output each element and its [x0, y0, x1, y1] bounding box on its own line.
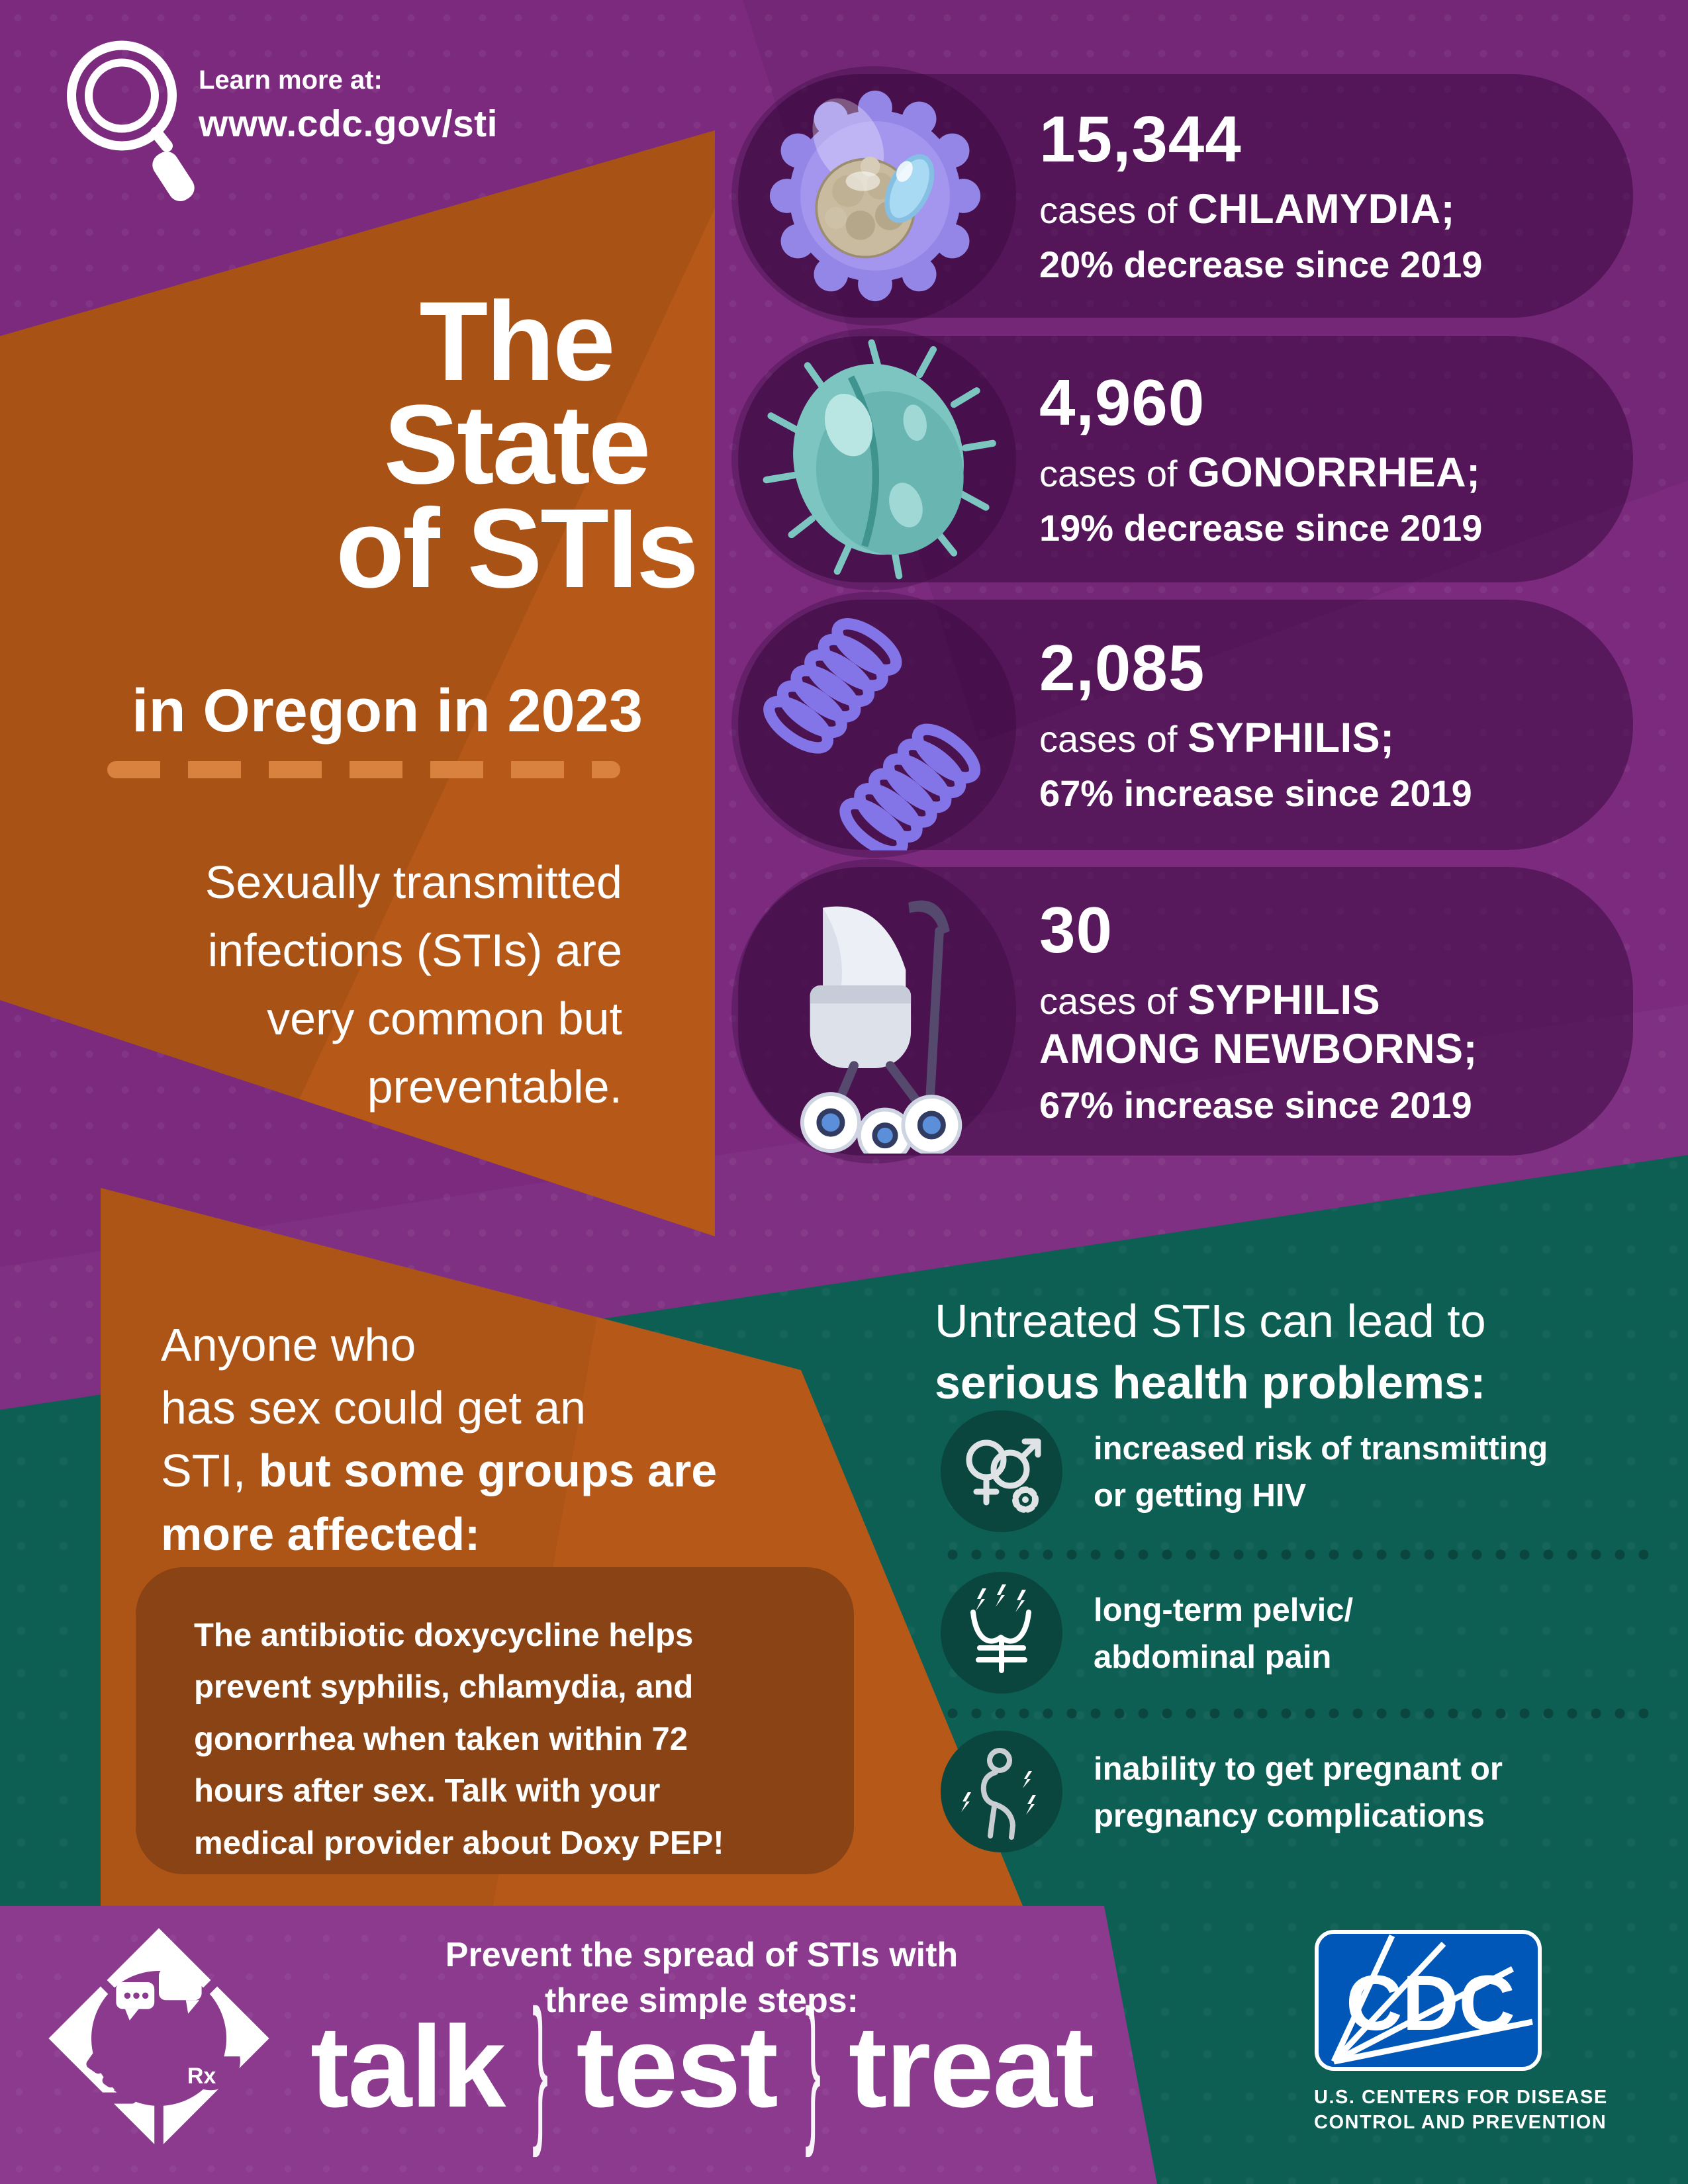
learn-more-url: www.cdc.gov/sti	[199, 103, 498, 145]
affected-heading: Anyone who has sex could get an STI, but…	[161, 1319, 718, 1560]
chlamydia-cell-icon	[769, 90, 981, 302]
step-talk: talk	[310, 2003, 506, 2132]
disease-name: SYPHILIS;	[1188, 715, 1395, 762]
mortar-pestle-icon: Rx	[175, 2028, 240, 2091]
stat-row-syphilis: 2,085 cases of SYPHILIS; 67% increase si…	[731, 592, 1633, 858]
gonorrhea-bacteria-icon	[763, 339, 996, 580]
health-item-pelvic-pain: long-term pelvic/ abdominal pain	[939, 1570, 1667, 1694]
stat-trend: 20% decrease since 2019	[1039, 244, 1483, 286]
cdc-caption: U.S. CENTERS FOR DISEASE CONTROL AND PRE…	[1314, 2087, 1608, 2133]
prevent-heading: Prevent the spread of STIs with three si…	[445, 1936, 959, 2020]
talk-test-treat-steps: talk } test } treat	[291, 1986, 1112, 2149]
stat-row-newborn-syphilis: 30 cases of SYPHILIS AMONG NEWBORNS; 67%…	[731, 859, 1633, 1163]
title-line-1: The	[419, 279, 615, 404]
talk-test-treat-shield-icon: Rx	[48, 1928, 269, 2149]
step-treat: treat	[848, 2003, 1094, 2132]
title-line-3: of STIs	[336, 485, 699, 612]
magnifying-glass-icon	[67, 40, 195, 202]
learn-more-label: Learn more at:	[199, 66, 383, 95]
stat-trend: 19% decrease since 2019	[1039, 507, 1483, 549]
learn-more: Learn more at: www.cdc.gov/sti	[199, 64, 498, 148]
dotted-divider	[947, 1549, 1648, 1561]
stat-number: 4,960	[1039, 366, 1205, 439]
title-subtitle: in Oregon in 2023	[132, 677, 643, 745]
hiv-transmission-icon	[941, 1410, 1062, 1532]
disease-name: GONORRHEA;	[1188, 449, 1481, 496]
stat-number: 15,344	[1039, 103, 1242, 176]
syphilis-spirochete-icon	[763, 617, 981, 850]
health-item-pregnancy: inability to get pregnant or pregnancy c…	[939, 1729, 1667, 1852]
page-title: The State of STIs	[285, 279, 748, 612]
title-line-2: State	[383, 382, 651, 508]
step-separator: }	[532, 1976, 549, 2158]
intro-paragraph: Sexually transmitted infections (STIs) a…	[205, 856, 622, 1113]
dotted-divider	[947, 1707, 1648, 1719]
svg-text:Rx: Rx	[187, 2064, 216, 2089]
stat-number: 2,085	[1039, 631, 1205, 705]
health-problems-heading: Untreated STIs can lead to serious healt…	[935, 1295, 1486, 1409]
stat-row-gonorrhea: 4,960 cases of GONORRHEA; 19% decrease s…	[731, 328, 1633, 590]
pelvic-pain-icon	[941, 1572, 1062, 1694]
step-test: test	[576, 2003, 778, 2132]
dashed-divider	[107, 761, 620, 778]
microscope-icon	[86, 2030, 136, 2104]
health-item-hiv: increased risk of transmitting or gettin…	[939, 1408, 1667, 1532]
speech-bubbles-icon	[116, 1968, 202, 2021]
svg-text:CDC: CDC	[1346, 1960, 1515, 2047]
stat-trend: 67% increase since 2019	[1039, 1083, 1472, 1126]
disease-name: CHLAMYDIA;	[1188, 186, 1456, 233]
cdc-logo: CDC	[1315, 1930, 1542, 2071]
doxycycline-callout: The antibiotic doxycycline helps prevent…	[136, 1567, 854, 1874]
stat-number: 30	[1039, 893, 1113, 966]
step-separator: }	[804, 1976, 821, 2158]
stat-trend: 67% increase since 2019	[1039, 772, 1472, 815]
newborn-stroller-icon	[800, 900, 962, 1154]
cdc-logo-block: CDC U.S. CENTERS FOR DISEASE CONTROL AND…	[1314, 1929, 1671, 2135]
pregnancy-complications-icon	[941, 1731, 1062, 1852]
stat-row-chlamydia: 15,344 cases of CHLAMYDIA; 20% decrease …	[731, 66, 1633, 326]
disease-name-line2: AMONG NEWBORNS;	[1039, 1026, 1477, 1073]
disease-name: SYPHILIS	[1188, 976, 1381, 1023]
